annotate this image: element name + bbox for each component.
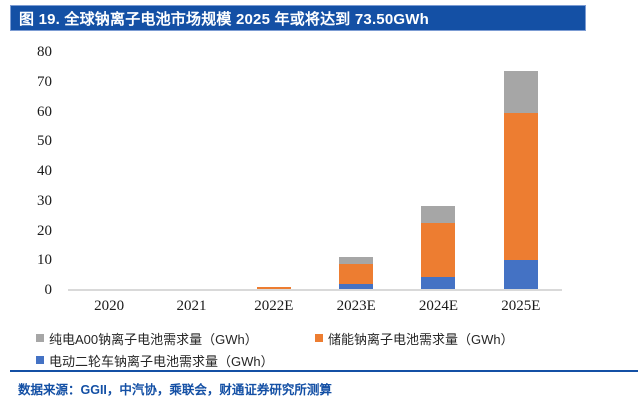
footer-divider (10, 370, 638, 372)
legend-swatch-icon (36, 356, 44, 364)
chart-legend: 纯电A00钠离子电池需求量（GWh） 储能钠离子电池需求量（GWh） 电动二轮车钠离… (36, 327, 616, 371)
x-tick-label: 2021 (176, 298, 207, 314)
x-tick-label: 2020 (94, 298, 125, 314)
legend-label: 电动二轮车钠离子电池需求量（GWh） (49, 353, 274, 369)
y-tick-label: 70 (37, 73, 52, 90)
bar-segment (503, 71, 538, 113)
y-tick-label: 30 (37, 192, 52, 209)
bar-segment (503, 260, 538, 290)
y-tick-label: 10 (37, 252, 52, 269)
x-tick-label: 2022E (254, 298, 294, 314)
figure-title-bar: 图 19. 全球钠离子电池市场规模 2025 年或将达到 73.50GWh (10, 5, 586, 31)
bar-segment (421, 223, 456, 277)
bar-group-2021 (150, 52, 232, 290)
legend-row: 电动二轮车钠离子电池需求量（GWh） (36, 349, 616, 371)
legend-row: 纯电A00钠离子电池需求量（GWh） 储能钠离子电池需求量（GWh） (36, 327, 616, 349)
y-tick-label: 0 (44, 282, 53, 298)
bar-segment (339, 257, 374, 265)
legend-item: 电动二轮车钠离子电池需求量（GWh） (36, 351, 315, 370)
x-axis-labels: 2020 2021 2022E 2023E 2024E 2025E (68, 298, 562, 315)
y-tick-label: 40 (37, 163, 52, 179)
bar-chart-plot-area (68, 52, 562, 290)
y-tick-label: 20 (37, 222, 52, 239)
legend-label: 储能钠离子电池需求量（GWh） (328, 331, 514, 347)
bar-group-2022E (233, 52, 315, 290)
y-tick-label: 60 (37, 103, 52, 120)
bar-segment (339, 284, 374, 290)
y-tick-label: 80 (37, 44, 52, 60)
x-tick-label: 2023E (336, 298, 376, 314)
bar-segment (421, 206, 456, 224)
bar-group-2020 (68, 52, 150, 290)
bar-segment (503, 113, 538, 261)
bar-group-2025E (480, 52, 562, 290)
x-tick-label: 2025E (501, 298, 541, 314)
y-axis: 0 10 20 30 40 50 60 70 80 (0, 44, 54, 298)
legend-item: 纯电A00钠离子电池需求量（GWh） (36, 329, 315, 348)
data-source-note: 数据来源：GGII，中汽协，乘联会，财通证券研究所测算 (18, 383, 332, 397)
legend-label: 纯电A00钠离子电池需求量（GWh） (49, 331, 258, 347)
bar-group-2024E (397, 52, 479, 290)
figure-title: 图 19. 全球钠离子电池市场规模 2025 年或将达到 73.50GWh (19, 10, 429, 28)
bar-segment (421, 276, 456, 290)
x-axis-line (68, 289, 562, 291)
bar-segment (256, 287, 291, 290)
bar-group-2023E (315, 52, 397, 290)
legend-swatch-icon (36, 334, 44, 342)
bar-segment (339, 264, 374, 285)
x-tick-label: 2024E (418, 298, 459, 314)
legend-swatch-icon (315, 334, 323, 342)
legend-item: 储能钠离子电池需求量（GWh） (315, 329, 514, 348)
y-tick-label: 50 (37, 133, 52, 150)
